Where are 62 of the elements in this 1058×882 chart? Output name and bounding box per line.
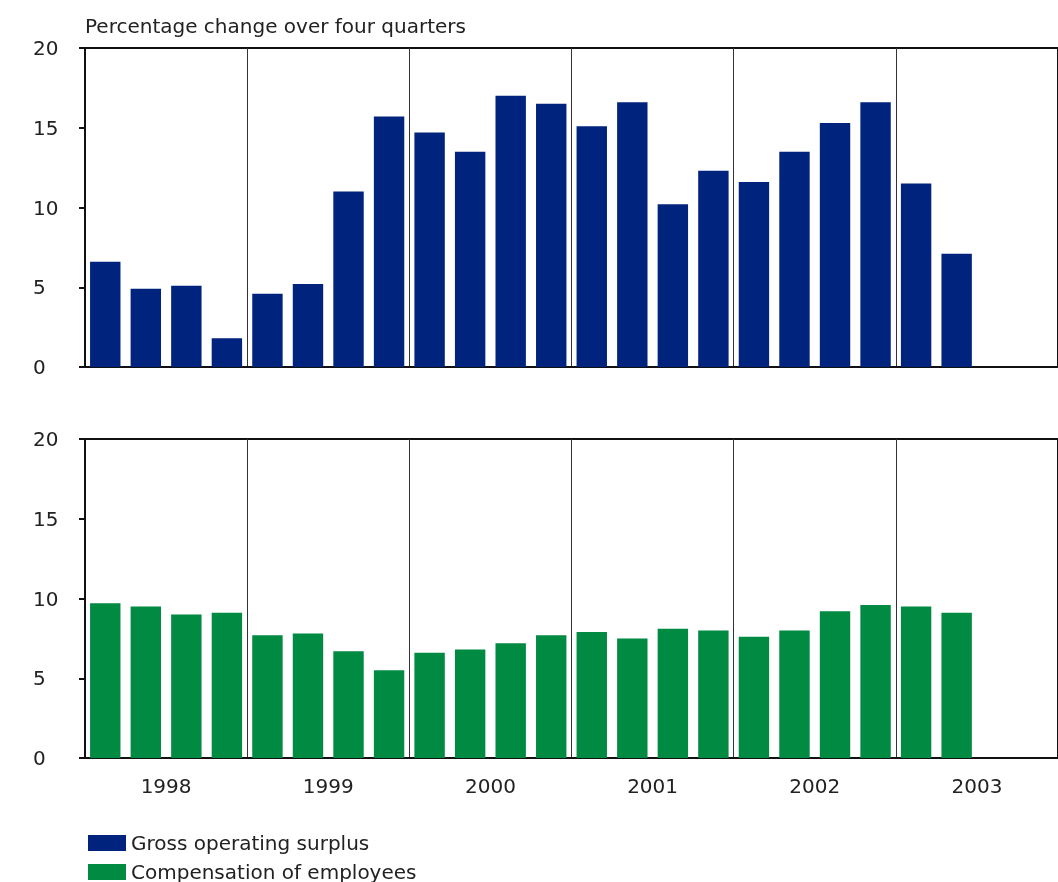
bar <box>698 170 729 367</box>
bar <box>698 630 729 758</box>
y-tick-label: 10 <box>33 195 59 220</box>
bar <box>495 95 526 367</box>
bar <box>495 643 526 758</box>
bar <box>617 638 648 758</box>
bar <box>860 102 891 367</box>
bar <box>900 606 932 758</box>
bar <box>414 652 445 758</box>
bar <box>819 122 851 367</box>
bar <box>171 614 202 758</box>
bar <box>536 103 567 367</box>
bar <box>941 253 972 367</box>
y-tick-label: 0 <box>33 355 46 379</box>
y-tick-label: 0 <box>33 746 46 770</box>
bar <box>536 635 567 758</box>
y-tick-label: 15 <box>33 115 59 140</box>
bar <box>454 649 486 758</box>
bar <box>738 636 770 758</box>
bar <box>576 126 607 367</box>
bar <box>90 261 121 367</box>
bar <box>373 670 405 758</box>
legend-label: Gross operating surplus <box>131 831 370 855</box>
y-tick-label: 20 <box>33 427 59 451</box>
y-tick-label: 10 <box>33 586 59 611</box>
bar <box>576 632 607 758</box>
bar <box>738 181 770 367</box>
bar <box>373 116 405 367</box>
bar <box>454 151 486 367</box>
bar <box>860 604 891 758</box>
x-tick-label: 2003 <box>951 774 1003 798</box>
bar <box>819 611 851 758</box>
x-tick-label: 2000 <box>464 774 516 798</box>
bar <box>779 151 810 367</box>
bar <box>900 183 932 367</box>
bar <box>252 635 283 758</box>
y-tick-label: 20 <box>33 36 59 60</box>
x-tick-label: 1998 <box>140 774 192 798</box>
y-tick-label: 5 <box>33 275 46 300</box>
bar <box>171 285 202 367</box>
bar <box>211 612 243 758</box>
x-tick-label: 2002 <box>789 774 841 798</box>
bar <box>211 338 243 367</box>
bar <box>657 204 689 367</box>
bar <box>252 293 283 367</box>
bar <box>414 132 445 367</box>
bar <box>333 191 364 367</box>
bar <box>779 630 810 758</box>
x-tick-label: 1999 <box>302 774 354 798</box>
y-axis-title: Percentage change over four quarters <box>85 14 466 38</box>
bar <box>292 284 324 367</box>
bar <box>130 606 162 758</box>
bar <box>292 633 324 758</box>
bar <box>657 628 689 758</box>
bar <box>941 612 972 758</box>
bar <box>617 102 648 367</box>
bar <box>130 288 162 367</box>
bar <box>90 603 121 758</box>
bar <box>333 651 364 758</box>
x-tick-label: 2001 <box>627 774 679 798</box>
y-tick-label: 5 <box>33 666 46 691</box>
y-tick-label: 15 <box>33 506 59 531</box>
